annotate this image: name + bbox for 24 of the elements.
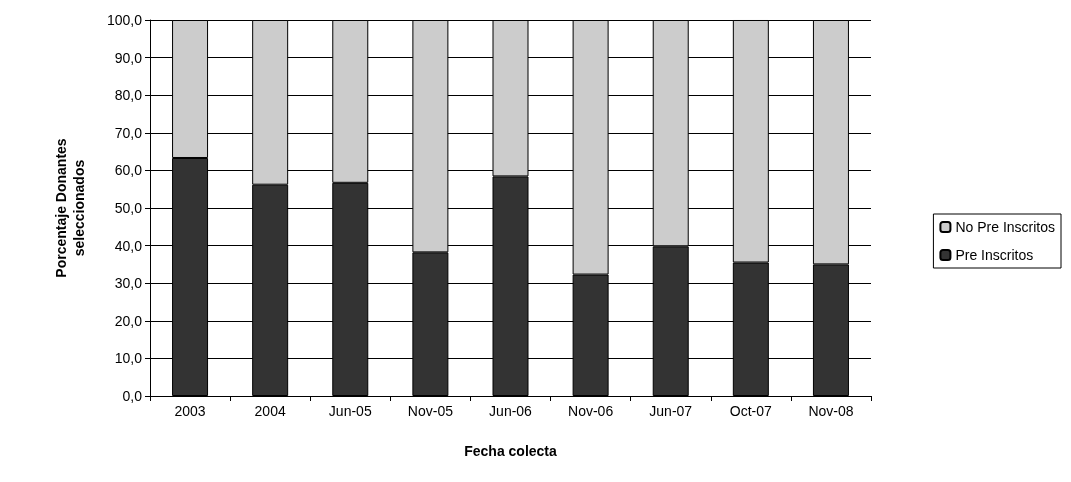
- x-tick-label: Oct-07: [729, 403, 773, 419]
- y-tick-label: 90,0: [114, 49, 143, 66]
- x-tick-label: Jun-07: [649, 403, 693, 419]
- x-tick-label: Jun-06: [489, 403, 533, 419]
- y-tick-label: 100,0: [106, 12, 143, 28]
- y-tick-label: 50,0: [114, 200, 143, 216]
- y-tick-label: 10,0: [114, 350, 143, 367]
- x-tick-label: Jun-05: [328, 403, 372, 419]
- y-axis-title: Porcentaje Donantes seleccionados: [53, 138, 87, 278]
- y-tick-label: 30,0: [114, 275, 143, 292]
- y-tick-label: 60,0: [114, 162, 143, 179]
- x-tick-label: Nov-08: [808, 403, 854, 419]
- x-tick-label: Nov-06: [568, 403, 614, 419]
- x-tick-label: Nov-05: [407, 403, 454, 419]
- y-tick-label: 70,0: [114, 124, 143, 141]
- legend-label: No Pre Inscritos: [955, 219, 1056, 235]
- y-tick-label: 80,0: [114, 87, 143, 104]
- y-tick-label: 20,0: [114, 312, 143, 329]
- x-axis-title: Fecha colecta: [464, 443, 558, 459]
- x-tick-label: 2004: [254, 403, 286, 419]
- y-tick-label: 40,0: [114, 237, 143, 254]
- legend-label: Pre Inscritos: [955, 247, 1034, 263]
- x-tick-label: 2003: [174, 403, 206, 419]
- y-tick-label: 0,0: [122, 388, 143, 404]
